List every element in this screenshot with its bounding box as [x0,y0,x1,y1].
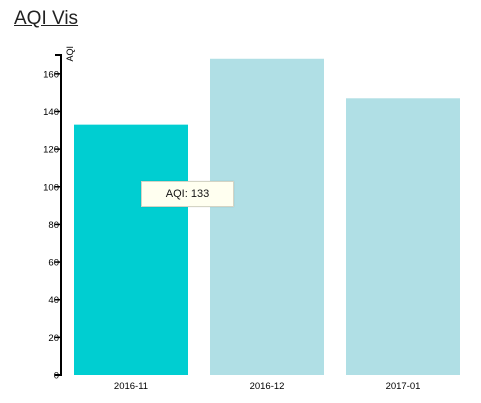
x-tick-label-2017-01: 2017-01 [386,381,421,392]
y-axis-label: AQI [65,46,75,62]
y-tick-label-60: 60 [48,258,59,269]
bars-group [74,58,460,375]
y-tick-label-100: 100 [43,182,59,193]
y-tick-label-0: 0 [54,371,59,382]
y-tick-label-80: 80 [48,220,59,231]
bar-tooltip: AQI: 133 [141,181,234,207]
y-tick-label-140: 140 [43,107,59,118]
app-title[interactable]: AQI Vis [14,8,79,29]
x-tick-label-2016-12: 2016-12 [250,381,285,392]
bar-2016-11[interactable] [74,124,188,375]
y-tick-label-160: 160 [43,69,59,80]
y-axis-line [55,54,62,376]
y-axis: 0 20 40 60 80 100 120 140 160 AQI [43,46,75,382]
y-tick-label-20: 20 [48,333,59,344]
y-tick-label-40: 40 [48,295,59,306]
y-tick-label-120: 120 [43,145,59,156]
bar-2017-01[interactable] [346,98,460,375]
x-axis: 2016-11 2016-12 2017-01 [114,381,421,392]
bar-2016-12[interactable] [210,58,324,375]
x-tick-label-2016-11: 2016-11 [114,381,148,392]
